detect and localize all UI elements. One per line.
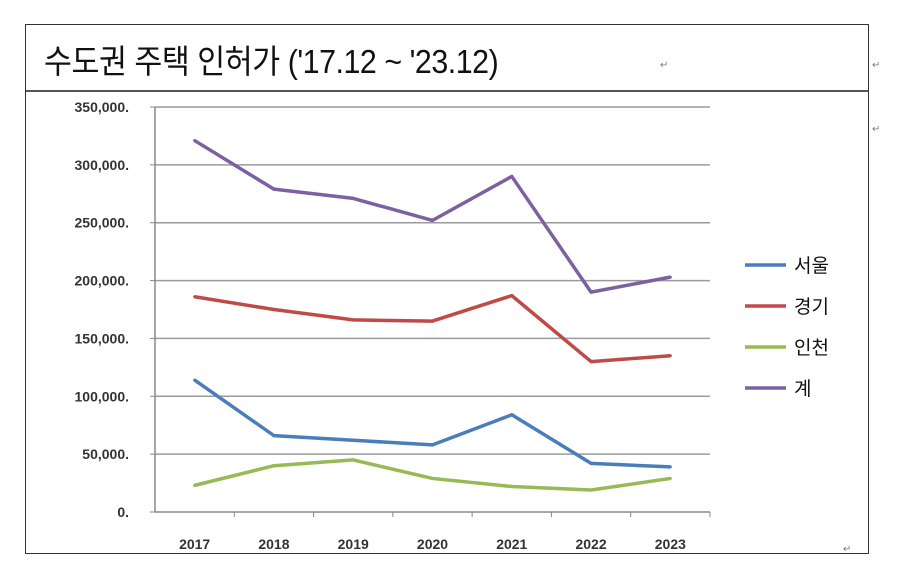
data-point <box>351 196 355 200</box>
y-tick-label: 350,000. <box>75 99 130 115</box>
data-point <box>431 218 434 222</box>
series-line-3 <box>193 139 671 294</box>
x-tick-label: 2022 <box>575 536 606 552</box>
data-point <box>431 476 434 480</box>
x-tick-label: 2023 <box>655 536 686 552</box>
x-tick-label: 2020 <box>417 536 448 552</box>
data-point <box>668 275 672 279</box>
data-point <box>668 476 672 480</box>
data-point <box>351 458 355 462</box>
data-point <box>351 438 355 442</box>
chart-title: 수도권 주택 인허가 ('17.12 ~ '23.12) <box>44 43 499 80</box>
data-point <box>272 308 276 311</box>
data-point <box>272 434 276 438</box>
legend-label: 경기 <box>794 296 829 318</box>
paragraph-mark-icon: ↵ <box>872 60 881 71</box>
data-point <box>668 465 672 469</box>
x-tick-label: 2017 <box>179 536 210 552</box>
y-tick-label: 300,000. <box>75 157 130 173</box>
y-tick-label: 50,000. <box>82 446 129 462</box>
data-point <box>272 464 276 468</box>
y-tick-label: 150,000. <box>75 330 130 346</box>
data-point <box>193 378 197 382</box>
chart-frame: 수도권 주택 인허가 ('17.12 ~ '23.12) <box>25 24 869 554</box>
legend-label: 인천 <box>794 337 829 359</box>
data-point <box>431 319 434 323</box>
paragraph-mark-icon: ↵ <box>872 124 881 135</box>
data-point <box>668 354 672 358</box>
legend-label: 계 <box>794 378 811 400</box>
y-tick-label: 100,000. <box>75 388 130 404</box>
legend-label: 서울 <box>794 255 829 277</box>
y-tick-label: 200,000. <box>75 273 130 289</box>
data-point <box>589 488 593 492</box>
data-point <box>510 294 514 298</box>
x-tick-label: 2021 <box>496 536 527 552</box>
title-row: 수도권 주택 인허가 ('17.12 ~ '23.12) <box>26 25 868 92</box>
data-point <box>193 483 197 487</box>
y-tick-label: 0. <box>117 504 129 520</box>
y-tick-label: 250,000. <box>75 215 130 231</box>
x-tick-label: 2018 <box>258 536 289 552</box>
data-point <box>351 318 355 322</box>
data-point <box>510 485 514 489</box>
x-tick-label: 2019 <box>338 536 369 552</box>
data-point <box>193 295 197 299</box>
series-line-1 <box>194 293 671 364</box>
data-point <box>589 461 593 465</box>
data-point <box>589 290 593 294</box>
data-point <box>589 360 593 364</box>
data-point <box>193 139 197 143</box>
data-point <box>272 187 276 191</box>
data-point <box>510 413 514 417</box>
data-point <box>510 174 514 178</box>
paragraph-mark-icon: ↵ <box>660 60 669 71</box>
data-point <box>431 443 434 447</box>
paragraph-mark-icon: ↵ <box>843 544 852 555</box>
